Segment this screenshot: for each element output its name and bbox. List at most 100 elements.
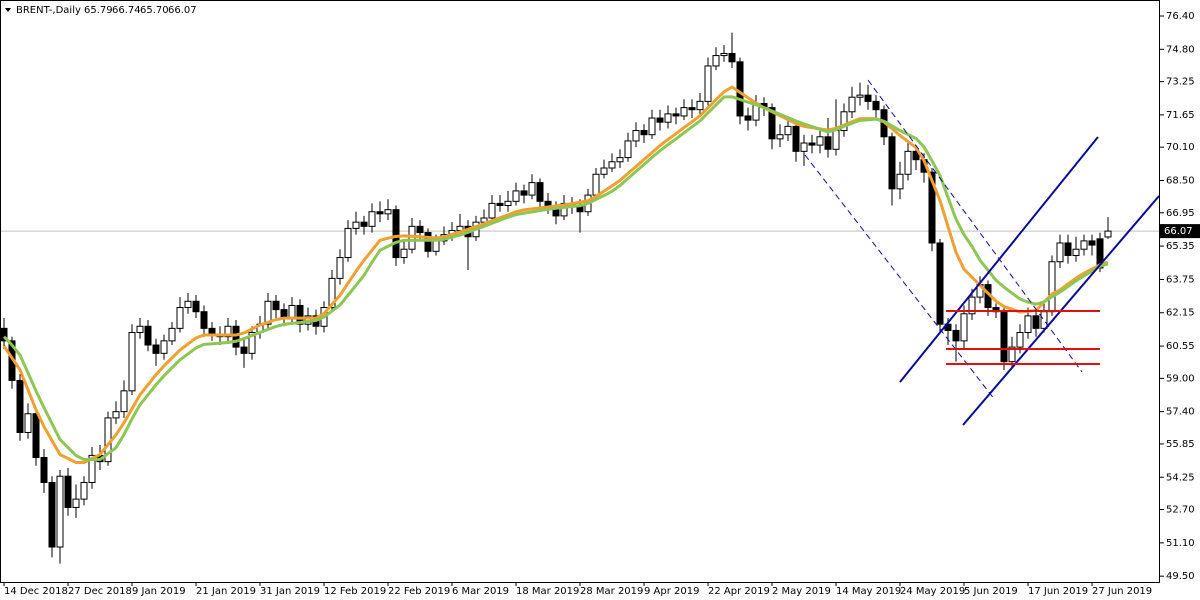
candle-body [512, 190, 520, 202]
candle-body [1000, 311, 1008, 363]
candle-body [1024, 315, 1032, 334]
candle-body [728, 52, 736, 63]
candle-body [824, 136, 832, 150]
y-tick-label: 59.00 [1166, 373, 1195, 384]
x-tick-label: 17 Jun 2019 [1028, 586, 1088, 597]
drawings [804, 79, 1160, 426]
x-tick-label: 14 Dec 2018 [4, 586, 68, 597]
candle-body [736, 61, 744, 117]
header-open: 65.79 [84, 5, 113, 16]
candle-body [32, 413, 40, 458]
candle-body [864, 94, 872, 102]
candle-body [1064, 242, 1072, 256]
candle-body [640, 130, 648, 136]
candle-body [264, 300, 272, 325]
candle-body [872, 100, 880, 111]
candle-body [24, 413, 32, 433]
x-tick-label: 18 Mar 2019 [516, 586, 579, 597]
x-tick-label: 14 May 2019 [836, 586, 901, 597]
candle-body [352, 221, 360, 229]
candle-body [40, 456, 48, 483]
candle-body [816, 136, 824, 146]
candle-body [416, 225, 424, 234]
y-tick-label: 73.25 [1166, 77, 1195, 88]
candle-body [88, 454, 96, 483]
candle-body [952, 329, 960, 342]
header-close: 66.07 [168, 5, 197, 16]
candle-body [968, 296, 976, 315]
candle-body [504, 200, 512, 206]
y-tick-label: 57.40 [1166, 407, 1195, 418]
candle-body [912, 150, 920, 161]
candle-body [56, 475, 64, 548]
candle-body [1088, 240, 1096, 246]
current-price-label: 66.07 [1164, 226, 1193, 237]
y-tick-label: 51.10 [1166, 538, 1195, 549]
candle-body [376, 211, 384, 215]
x-tick-label: 2 May 2019 [772, 586, 831, 597]
candle-body [904, 150, 912, 175]
plot-area: 76.40 74.80 73.25 71.65 70.10 68.50 66.95 65.35… [0, 11, 1195, 597]
y-tick-label: 68.50 [1166, 176, 1195, 187]
y-tick-label: 71.65 [1166, 110, 1195, 121]
x-tick-label: 21 Jan 2019 [196, 586, 256, 597]
candle-body [936, 242, 944, 325]
candle-body [1056, 242, 1064, 263]
candle-body [120, 390, 128, 413]
header-icon [5, 8, 11, 12]
candle-body [536, 182, 544, 202]
symbol-label: BRENT-,Daily [16, 5, 81, 16]
x-tick-label: 5 Jun 2019 [964, 586, 1018, 597]
candle-body [480, 217, 488, 223]
candle-body [768, 107, 776, 140]
candle-body [328, 277, 336, 309]
y-tick-label: 54.25 [1166, 472, 1195, 483]
y-tick-label: 63.75 [1166, 274, 1195, 285]
candle-body [896, 173, 904, 190]
candle-body [296, 304, 304, 325]
candle-body [592, 173, 600, 196]
candle-body [840, 111, 848, 132]
candle-body [152, 344, 160, 354]
candle-body [1040, 311, 1048, 329]
x-tick-label: 22 Apr 2019 [708, 586, 770, 597]
candle-body [176, 307, 184, 329]
x-tick-label: 28 Mar 2019 [580, 586, 643, 597]
y-tick-label: 52.70 [1166, 505, 1195, 516]
current-price-tag [1160, 224, 1200, 239]
candle-body [624, 140, 632, 159]
candle-body [432, 240, 440, 252]
candle-body [776, 134, 784, 140]
candle-body [392, 209, 400, 259]
header-low: 65.70 [140, 5, 169, 16]
candle-body [1104, 230, 1112, 238]
x-tick-label: 6 Mar 2019 [452, 586, 509, 597]
candle-body [336, 257, 344, 279]
candle-body [672, 113, 680, 117]
plot-frame [0, 0, 1160, 583]
candle-body [808, 142, 816, 146]
candle-body [72, 498, 80, 508]
candle-body [1072, 248, 1080, 256]
candle-body [80, 481, 88, 500]
candle-body [848, 96, 856, 113]
candle-body [888, 136, 896, 190]
dashed-trend-line [804, 154, 996, 401]
candle-body [168, 327, 176, 342]
candle-body [664, 113, 672, 123]
candle-body [520, 190, 528, 196]
candle-body [800, 142, 808, 152]
y-tick-label: 65.35 [1166, 241, 1195, 252]
x-tick-label: 24 May 2019 [900, 586, 965, 597]
candle-body [192, 300, 200, 313]
candle-body [616, 157, 624, 163]
candle-body [960, 313, 968, 342]
candle-body [200, 311, 208, 329]
candle-body [160, 340, 168, 354]
candle-body [112, 411, 120, 419]
candle-body [48, 481, 56, 548]
candle-body [248, 332, 256, 354]
candle-body [648, 117, 656, 136]
candle-body [784, 125, 792, 136]
